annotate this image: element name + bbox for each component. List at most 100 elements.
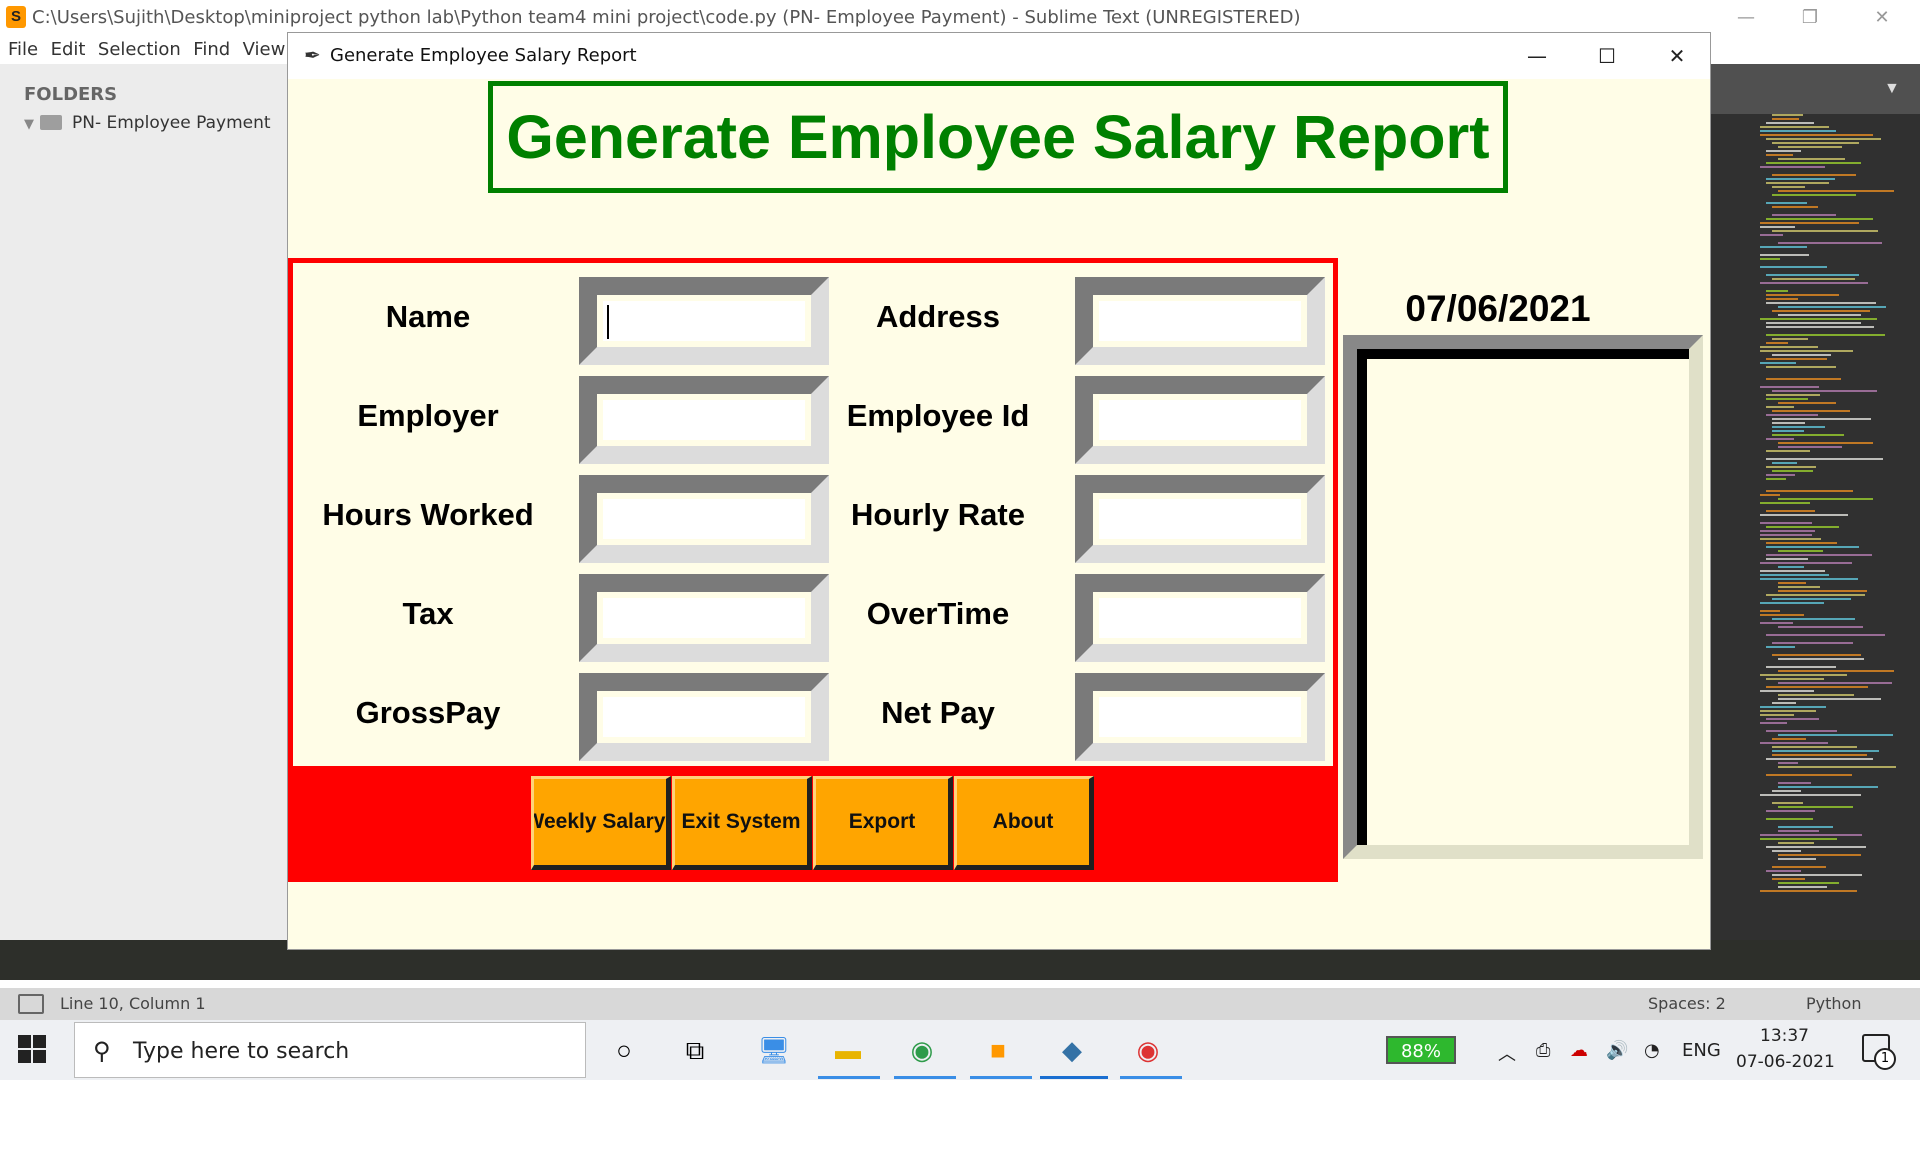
address-input[interactable] [1075,277,1325,365]
sublime-close-button[interactable]: ✕ [1874,7,1890,28]
chrome-icon[interactable]: ◉ [910,1035,934,1065]
minimap-code-line [1766,294,1839,296]
minimap-code-line [1760,346,1818,348]
minimap-code-line [1766,342,1788,344]
minimap-code-line [1760,714,1794,716]
app-maximize-button[interactable]: ☐ [1598,44,1616,68]
hours-worked-input[interactable] [579,475,829,563]
net-pay-input[interactable] [1075,673,1325,761]
tax-label: Tax [402,596,454,631]
menu-selection[interactable]: Selection [97,39,181,60]
minimap-code-line [1772,278,1855,280]
tax-input[interactable] [579,574,829,662]
minimap-code-line [1772,470,1813,472]
minimap-code-line [1760,534,1812,536]
minimap-code-line [1772,310,1870,312]
notification-count-badge: 1 [1874,1048,1896,1070]
name-input[interactable] [579,277,829,365]
minimap-code-line [1778,314,1861,316]
app-minimize-button[interactable]: — [1527,44,1547,68]
minimap-code-line [1760,166,1825,168]
panel-toggle-icon[interactable] [18,994,44,1014]
menu-find[interactable]: Find [193,39,231,60]
minimap-code-line [1772,206,1818,208]
minimap-code-line [1760,710,1816,712]
heading-frame: Generate Employee Salary Report [488,81,1508,193]
minimap-code-line [1760,578,1858,580]
minimap-code-line [1772,214,1836,216]
minimap-code-line [1772,462,1797,464]
tab-dropdown-icon[interactable]: ▼ [1884,80,1900,97]
minimap-code-line [1772,426,1825,428]
clock-date[interactable]: 07-06-2021 [1736,1052,1835,1072]
minimap-code-line [1766,818,1813,820]
weekly-salary-button[interactable]: Weekly Salary [531,776,671,870]
employer-input[interactable] [579,376,829,464]
minimap-code-line [1766,758,1873,760]
sublime-menubar: File Edit Selection Find View G [0,36,300,84]
taskbar-search-box[interactable]: ⚲ Type here to search [74,1022,586,1078]
minimap-code-line [1766,122,1814,124]
minimap-code-line [1772,738,1806,740]
minimap-code-line [1766,394,1820,396]
minimap-code-line [1766,718,1819,720]
python-icon[interactable]: ◆ [1062,1035,1082,1065]
minimap-code-line [1772,230,1878,232]
cortana-icon[interactable]: ○ [616,1035,632,1065]
menu-view[interactable]: View [242,39,286,60]
minimap-code-line [1778,694,1854,696]
chevron-down-icon[interactable]: ▼ [24,117,34,132]
minimap-code-line [1772,422,1805,424]
export-button[interactable]: Export [813,776,953,870]
hourly-rate-input[interactable] [1075,475,1325,563]
grosspay-input[interactable] [579,673,829,761]
show-hidden-icons-icon[interactable]: ︿ [1498,1044,1516,1065]
minimap-code-line [1760,246,1807,248]
app-close-button[interactable]: ✕ [1668,44,1686,68]
minimap-code-line [1778,442,1873,444]
wifi-icon[interactable]: ◔ [1644,1040,1660,1061]
minimap-code-line [1772,642,1853,644]
sublime-restore-button[interactable]: ❐ [1801,7,1819,28]
sublime-minimize-button[interactable]: — [1737,7,1755,28]
menu-edit[interactable]: Edit [50,39,86,60]
battery-icon[interactable]: 88% [1386,1036,1456,1064]
minimap-code-line [1760,514,1848,516]
page-title: Generate Employee Salary Report [506,103,1490,171]
status-indentation[interactable]: Spaces: 2 [1648,994,1726,1013]
active-app-indicator [818,1076,880,1079]
meet-now-icon[interactable]: ⎙ [1536,1040,1551,1061]
windows-start-icon[interactable] [18,1035,48,1065]
exit-system-button[interactable]: Exit System [672,776,812,870]
minimap-code-line [1760,522,1812,524]
minimap-code-line [1760,674,1847,676]
chrome-profile-icon[interactable]: ◉ [1136,1035,1160,1065]
minimap-code-line [1766,474,1795,476]
employee-id-input[interactable] [1075,376,1325,464]
overtime-input[interactable] [1075,574,1325,662]
sublime-minimap[interactable] [1760,114,1910,914]
status-syntax[interactable]: Python [1806,994,1862,1013]
desktop-icon[interactable]: 🖥 [757,1035,791,1065]
sublime-icon[interactable]: ■ [990,1035,1006,1065]
task-view-icon[interactable]: ⧉ [685,1035,705,1065]
volume-icon[interactable]: 🔊 [1606,1040,1629,1061]
minimap-code-line [1766,406,1794,408]
employee-form: Name Employer Hours Worked Tax GrossPay … [288,258,1338,771]
minimap-code-line [1766,334,1885,336]
minimap-code-line [1760,838,1837,840]
minimap-code-line [1778,582,1806,584]
minimap-code-line [1766,322,1861,324]
file-explorer-icon[interactable]: ▬ [835,1035,861,1065]
sidebar-folder-item[interactable]: ▼ PN- Employee Payment [24,113,271,133]
language-indicator[interactable]: ENG [1682,1040,1721,1061]
minimap-code-line [1766,466,1816,468]
receipt-text-area[interactable] [1343,335,1703,859]
menu-file[interactable]: File [8,39,39,60]
clock-time[interactable]: 13:37 [1760,1026,1809,1046]
active-app-indicator [1120,1076,1182,1079]
onedrive-error-icon[interactable]: ☁ [1570,1040,1588,1061]
about-button[interactable]: About [954,776,1094,870]
minimap-code-line [1772,174,1856,176]
sublime-statusbar: Line 10, Column 1 Spaces: 2 Python [0,988,1920,1020]
